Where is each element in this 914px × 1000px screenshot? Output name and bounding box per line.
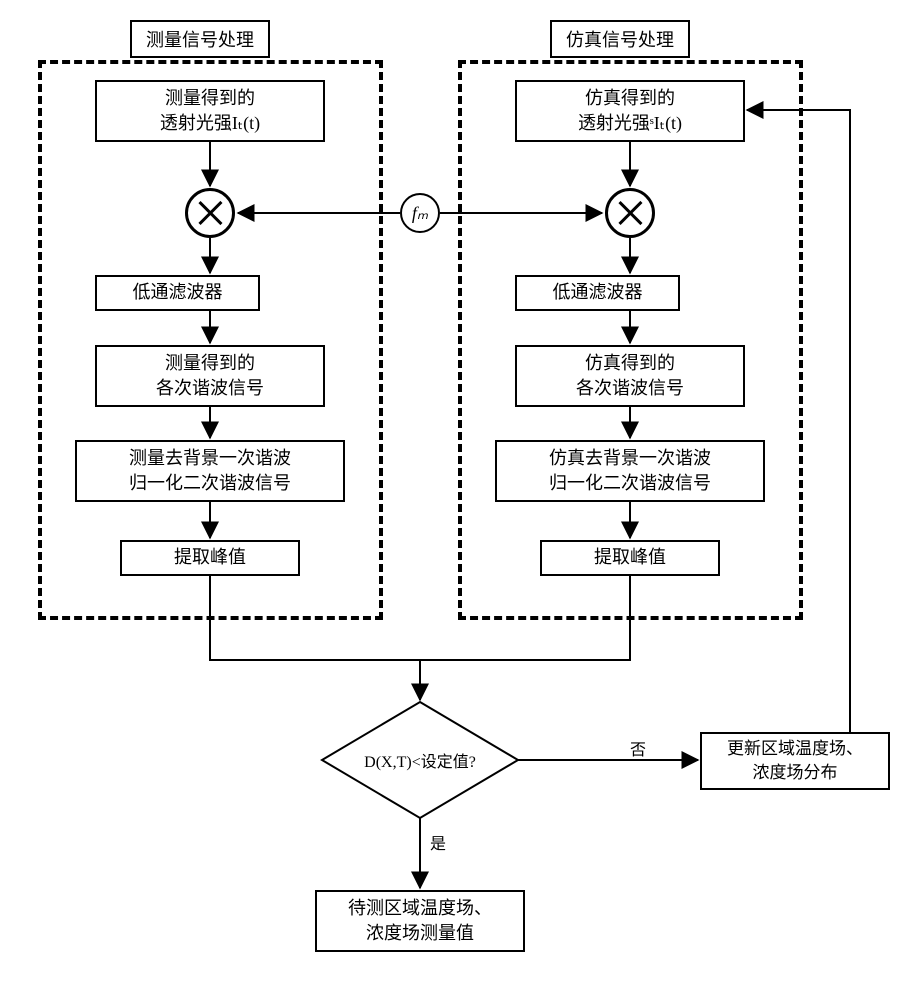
node-l-source: 测量得到的 透射光强Iₜ(t) [95, 80, 325, 142]
node-r-lpf: 低通滤波器 [515, 275, 680, 311]
node-r-source-l2: 透射光强ˢIₜ(t) [578, 113, 682, 133]
node-l-bg: 测量去背景一次谐波 归一化二次谐波信号 [75, 440, 345, 502]
group-right-box [458, 60, 803, 620]
node-r-bg-l2: 归一化二次谐波信号 [549, 473, 711, 493]
node-l-harm-l1: 测量得到的 [165, 353, 255, 373]
node-r-peak: 提取峰值 [540, 540, 720, 576]
node-result: 待测区域温度场、 浓度场测量值 [315, 890, 525, 952]
node-r-harm-l1: 仿真得到的 [585, 353, 675, 373]
node-fm: fₘ [400, 193, 440, 233]
node-decision-text: D(X,T)<设定值? [364, 748, 476, 772]
node-l-source-l2: 透射光强Iₜ(t) [160, 113, 260, 133]
node-r-bg-l1: 仿真去背景一次谐波 [549, 448, 711, 468]
node-l-source-l1: 测量得到的 [165, 88, 255, 108]
node-result-l1: 待测区域温度场、 [348, 898, 492, 918]
node-l-peak: 提取峰值 [120, 540, 300, 576]
node-update-l2: 浓度场分布 [753, 763, 838, 782]
node-r-mixer [605, 188, 655, 238]
node-l-bg-l2: 归一化二次谐波信号 [129, 473, 291, 493]
node-l-harm-l2: 各次谐波信号 [156, 378, 264, 398]
node-r-harm: 仿真得到的 各次谐波信号 [515, 345, 745, 407]
node-r-source-l1: 仿真得到的 [585, 88, 675, 108]
node-r-source: 仿真得到的 透射光强ˢIₜ(t) [515, 80, 745, 142]
node-r-bg: 仿真去背景一次谐波 归一化二次谐波信号 [495, 440, 765, 502]
node-l-lpf: 低通滤波器 [95, 275, 260, 311]
node-update-l1: 更新区域温度场、 [727, 739, 863, 758]
group-left-title: 测量信号处理 [130, 20, 270, 58]
node-result-l2: 浓度场测量值 [366, 923, 474, 943]
edge-label-yes: 是 [430, 830, 446, 854]
node-l-mixer [185, 188, 235, 238]
node-l-bg-l1: 测量去背景一次谐波 [129, 448, 291, 468]
edge-label-no: 否 [630, 736, 646, 760]
flowchart-canvas: 测量信号处理 仿真信号处理 测量得到的 透射光强Iₜ(t) 低通滤波器 测量得到… [20, 20, 894, 980]
group-left-box [38, 60, 383, 620]
node-r-harm-l2: 各次谐波信号 [576, 378, 684, 398]
node-decision: D(X,T)<设定值? [320, 700, 520, 820]
node-update: 更新区域温度场、 浓度场分布 [700, 732, 890, 790]
node-l-harm: 测量得到的 各次谐波信号 [95, 345, 325, 407]
group-right-title: 仿真信号处理 [550, 20, 690, 58]
